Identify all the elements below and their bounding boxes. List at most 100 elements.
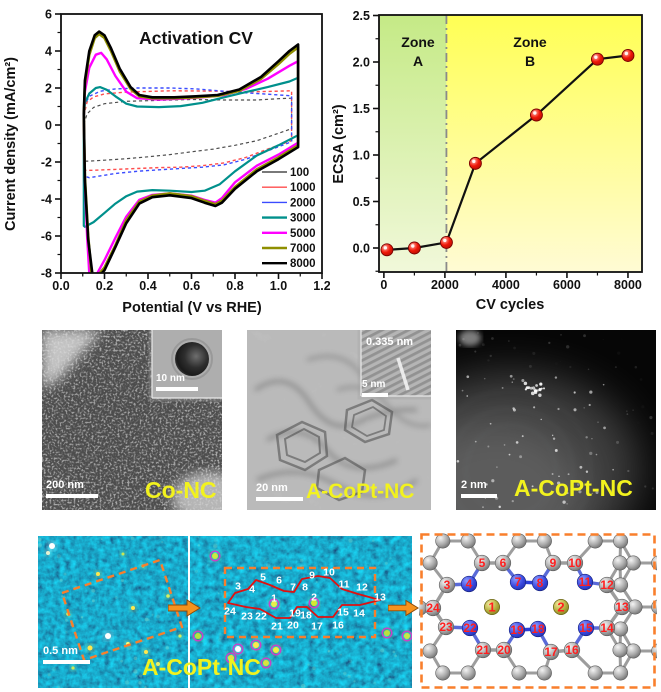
scalebar-text: 5 nm (362, 379, 386, 390)
noise-dot (314, 589, 317, 592)
zone-b-background (446, 15, 642, 272)
atom-dot (178, 634, 182, 638)
noise-dot (59, 578, 63, 582)
atom-dot (616, 440, 620, 444)
atom-dot (548, 341, 551, 345)
noise-dot (234, 581, 238, 585)
atom-dot (554, 376, 558, 379)
noise-dot (197, 544, 201, 547)
legend-label-3000: 3000 (290, 213, 316, 225)
noise-dot (139, 674, 143, 678)
noise-dot (218, 633, 222, 636)
scalebar-line (461, 494, 497, 498)
atom-cluster-dot (538, 387, 542, 391)
atom-dot (511, 500, 514, 503)
y-tick-label: 1.0 (353, 149, 370, 163)
atom-dot (632, 409, 634, 411)
noise-dot (300, 683, 306, 688)
noise-dot (144, 617, 149, 622)
x-tick-label: 0.0 (52, 279, 69, 293)
x-tick-label: 8000 (614, 278, 642, 292)
scalebar-bottom-left: 0.5 nm (43, 646, 90, 664)
noise-dot (100, 538, 103, 540)
tem-inset-lattice (360, 330, 431, 397)
atom-number: 18 (300, 610, 312, 622)
atom-dot (567, 473, 570, 476)
atom-number: 11 (338, 579, 349, 591)
atom-dot (512, 378, 515, 381)
label-a-copt-nc-right: A-CoPt-NC (514, 475, 633, 501)
noise-dot (206, 563, 210, 567)
y-tick-label: 2 (45, 82, 52, 96)
noise-dot (197, 536, 200, 538)
model-atom-number: 9 (550, 556, 557, 570)
atom-number: 8 (302, 582, 308, 594)
atom-dot (569, 365, 572, 369)
carbon-atom (612, 642, 628, 658)
atom-dot (627, 469, 630, 473)
carbon-atom (511, 665, 527, 681)
carbon-atom (563, 641, 581, 659)
zone-a-label: A (413, 53, 423, 69)
ecsa-point-highlight (411, 244, 415, 248)
noise-dot (389, 557, 392, 560)
y-tick-label: 0 (45, 119, 52, 133)
atom-dot (533, 406, 536, 409)
label-co-nc: Co-NC (145, 477, 217, 503)
noise-dot (253, 559, 257, 563)
noise-dot (138, 681, 142, 685)
atom-dot (626, 410, 628, 412)
atom-dot (508, 340, 510, 342)
atom-cluster-dot (531, 386, 536, 390)
carbon-atom (494, 554, 512, 572)
carbon-atom (613, 577, 629, 593)
noise-dot (133, 669, 138, 674)
carbon-atom (511, 533, 527, 549)
noise-dot (130, 536, 135, 540)
nanoparticle (175, 342, 209, 376)
atom-cluster-dot (535, 384, 538, 387)
noise-dot (133, 656, 138, 661)
atom-dot (579, 486, 582, 489)
atom-dot (566, 345, 570, 349)
noise-dot (317, 628, 320, 631)
atom-dot (641, 405, 644, 408)
scalebar-text: 2 nm (461, 479, 487, 491)
atom-number: 12 (356, 582, 368, 594)
noise-dot (151, 613, 154, 616)
carbon-atom (587, 665, 603, 681)
vacuum-region (42, 330, 102, 390)
atom-dot (597, 421, 599, 423)
atom-dot (640, 378, 643, 381)
model-atom-number: 10 (568, 556, 582, 570)
x-axis-label: Potential (V vs RHE) (122, 300, 262, 316)
atom-dot (456, 459, 460, 463)
inset-scalebar-mid: 5 nm (362, 380, 388, 397)
atom-dot (273, 647, 279, 653)
atom-dot (651, 487, 654, 490)
zone-b-label: Zone (513, 34, 547, 50)
atom-dot (610, 490, 613, 492)
noise-dot (384, 561, 388, 565)
atom-dot (585, 436, 588, 439)
atom-dot (554, 449, 558, 452)
ecsa-point-highlight (443, 238, 447, 243)
model-atom-number: 15 (579, 621, 593, 635)
x-tick-label: 4000 (492, 278, 520, 292)
atom-dot (519, 455, 523, 459)
atom-number: 13 (374, 592, 386, 604)
model-atom-number: 17 (544, 645, 558, 659)
atom-dot (481, 343, 485, 347)
carbon-atom (566, 554, 584, 572)
atom-number: 14 (353, 608, 365, 620)
model-atom-number: 20 (497, 643, 511, 657)
atom-dot (517, 351, 519, 353)
model-atom-number: 23 (439, 620, 453, 634)
atom-dot (144, 650, 148, 654)
atom-dot (602, 383, 605, 386)
carbon-atom (474, 641, 492, 659)
model-atom-number: 3 (444, 578, 451, 592)
carbon-atom (460, 533, 476, 549)
atom-dot (71, 666, 75, 670)
